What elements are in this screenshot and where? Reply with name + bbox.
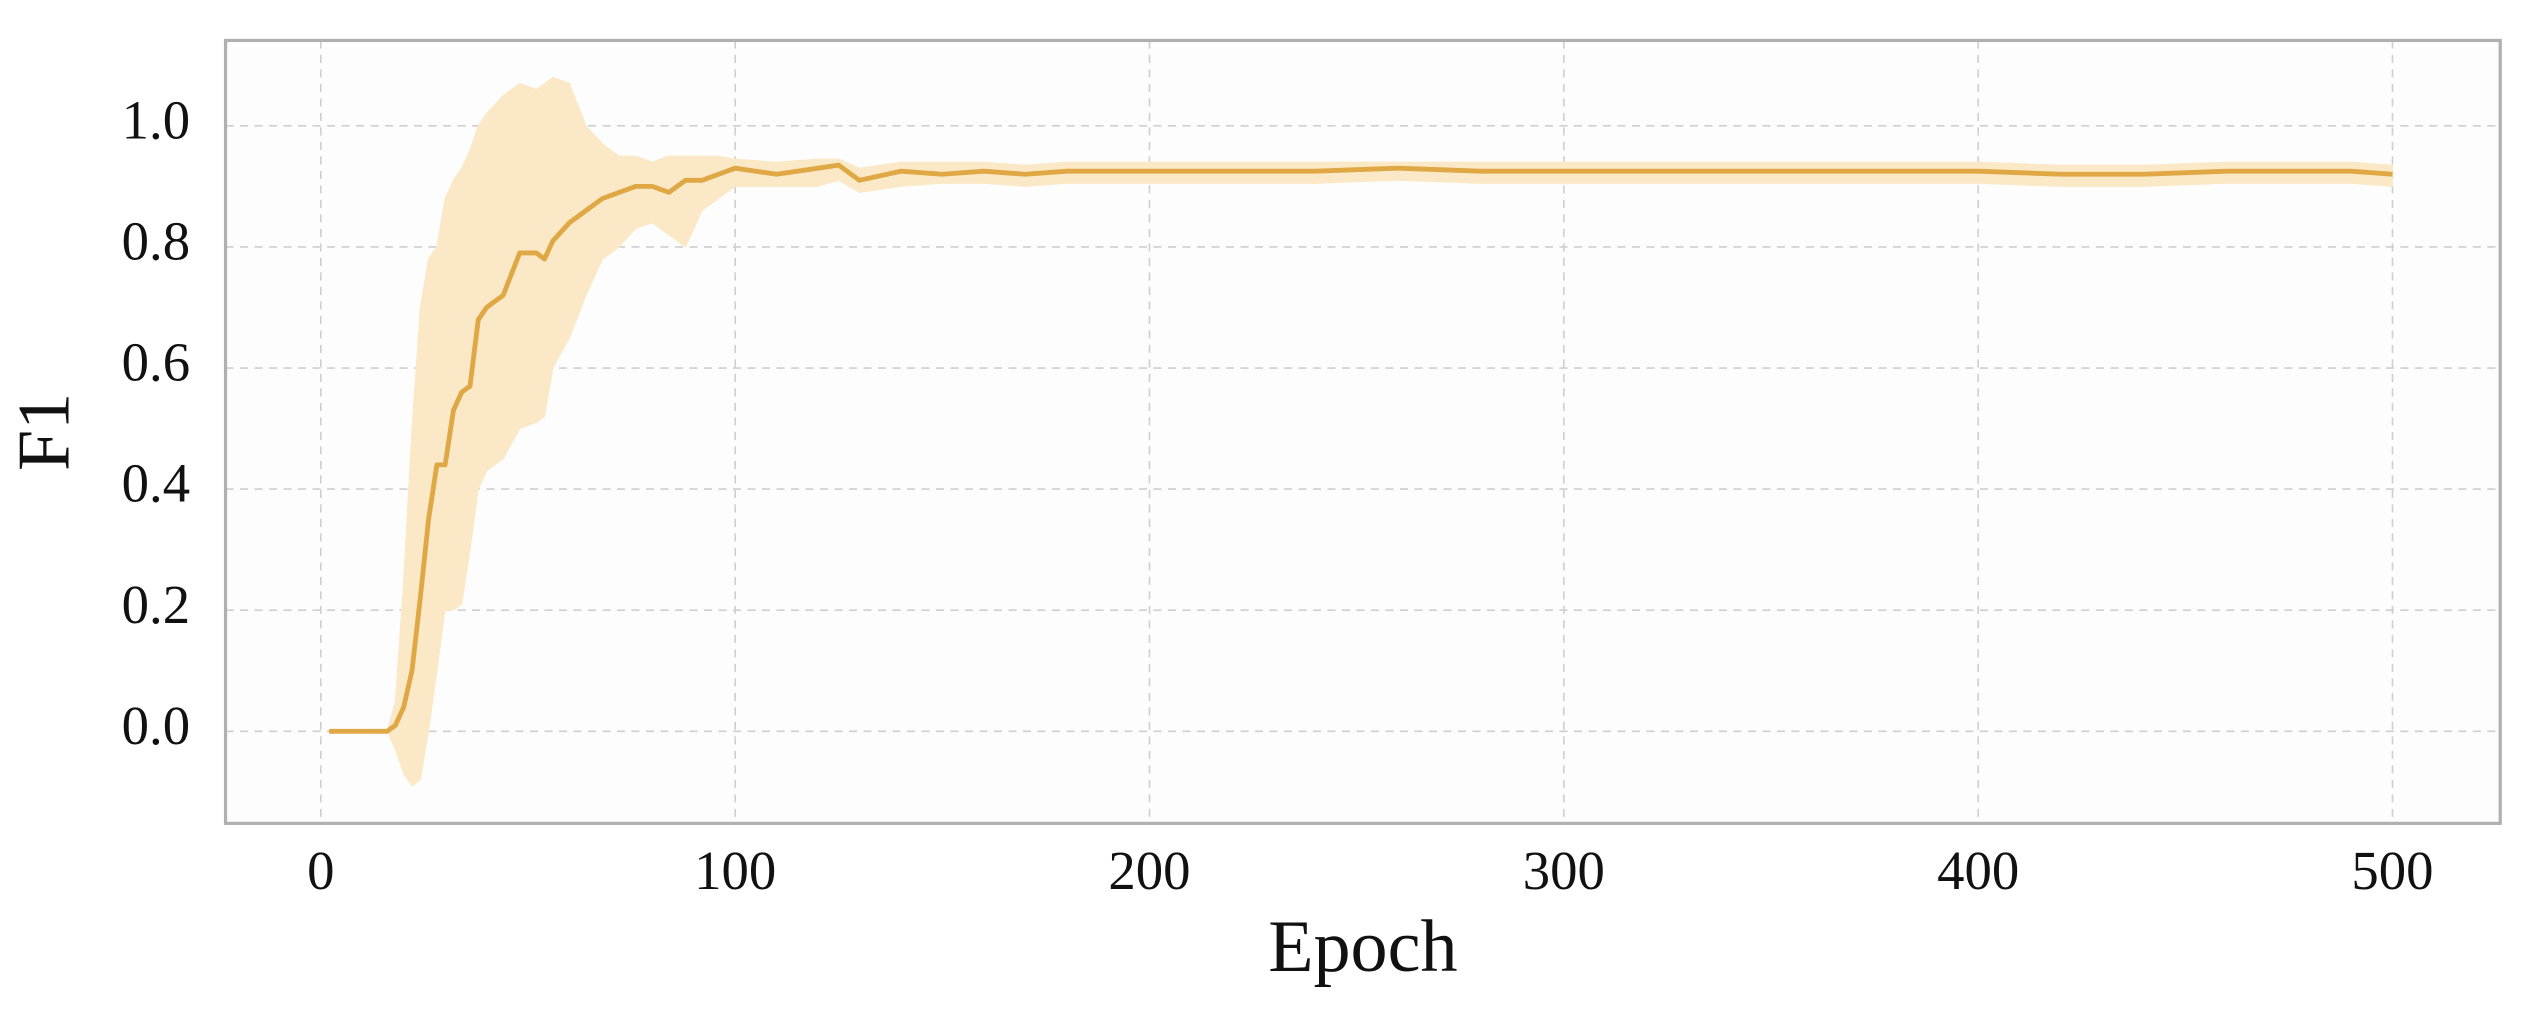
band-segment	[486, 94, 504, 472]
band-segment	[602, 143, 620, 260]
band-segment	[436, 198, 446, 671]
band-segment	[477, 112, 488, 490]
x-tick-label: 500	[2351, 840, 2433, 901]
y-tick-label: 1.0	[122, 89, 190, 150]
x-tick-label: 0	[307, 840, 334, 901]
band-segment	[519, 82, 537, 430]
line	[329, 162, 2393, 734]
y-tick-label: 0.2	[122, 574, 190, 635]
x-tick-label: 300	[1523, 840, 1605, 901]
band-segment	[651, 155, 670, 236]
x-tick-label: 100	[694, 840, 776, 901]
plot-frame	[223, 38, 2502, 825]
x-tick-label: 400	[1937, 840, 2019, 901]
band-segment	[668, 155, 686, 248]
y-axis-label: F1	[4, 393, 86, 471]
y-tick-label: 0.8	[122, 210, 190, 271]
y-tick-label: 0.6	[122, 332, 190, 393]
band-segment	[444, 180, 454, 611]
y-tick-label: 0.0	[122, 695, 190, 756]
y-tick-label: 0.4	[122, 453, 190, 514]
x-axis-label: Epoch	[1268, 906, 1457, 988]
band-segment	[635, 155, 653, 230]
x-tick-label: 200	[1108, 840, 1190, 901]
band-segment	[452, 166, 463, 612]
